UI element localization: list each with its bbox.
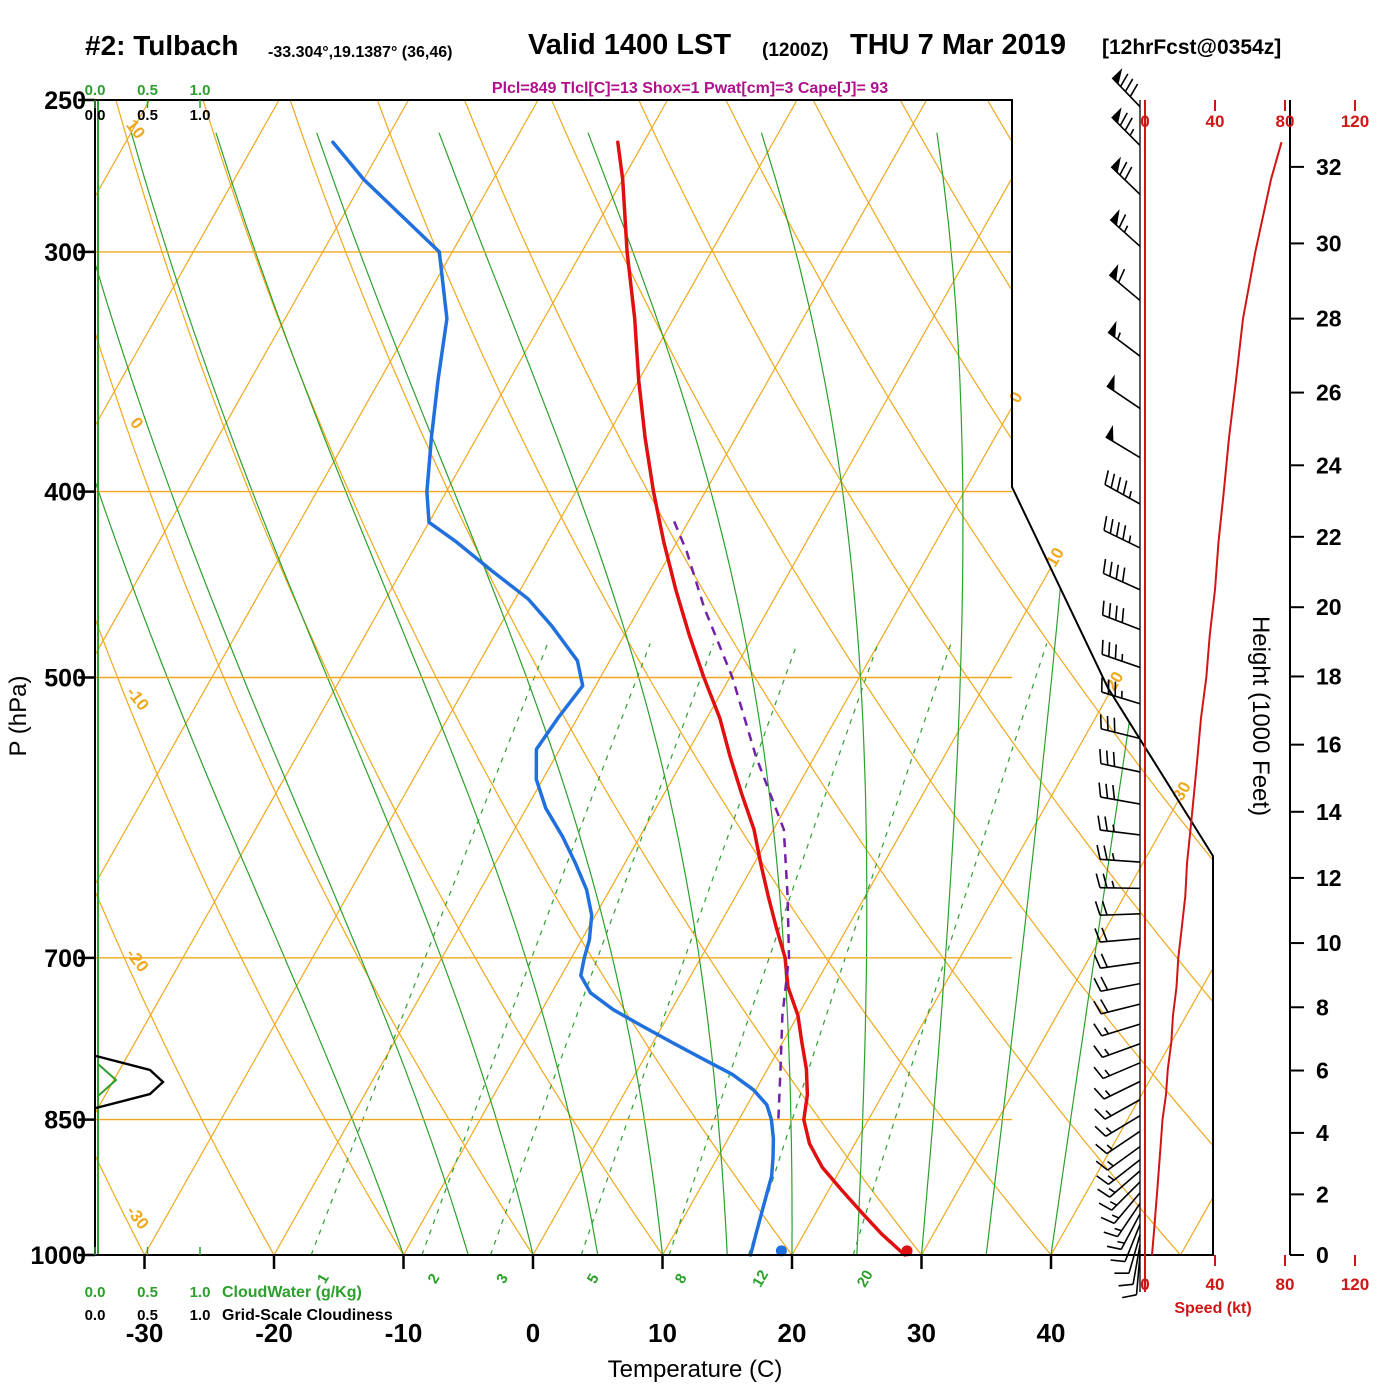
svg-text:400: 400 bbox=[44, 479, 86, 507]
svg-text:0.0: 0.0 bbox=[85, 107, 106, 124]
svg-text:30: 30 bbox=[1316, 230, 1342, 256]
cloud-profiles bbox=[95, 100, 165, 1255]
svg-text:8: 8 bbox=[672, 1271, 691, 1287]
svg-text:-20: -20 bbox=[255, 1318, 293, 1348]
svg-text:18: 18 bbox=[1316, 663, 1342, 689]
svg-text:1000: 1000 bbox=[30, 1242, 86, 1270]
svg-text:0.5: 0.5 bbox=[137, 1284, 158, 1301]
svg-text:0.5: 0.5 bbox=[137, 1307, 158, 1324]
svg-text:5: 5 bbox=[584, 1271, 603, 1287]
skewt-background-grid bbox=[95, 100, 1213, 1255]
svg-text:0.0: 0.0 bbox=[85, 1307, 106, 1324]
station-coords: -33.304°,19.1387° (36,46) bbox=[268, 44, 453, 61]
wind-speed-profile bbox=[1151, 141, 1283, 1256]
svg-text:10: 10 bbox=[648, 1318, 677, 1348]
svg-text:-30: -30 bbox=[122, 1202, 152, 1233]
svg-text:120: 120 bbox=[1341, 1275, 1369, 1294]
svg-text:0: 0 bbox=[1316, 1242, 1329, 1268]
cloudiness-axis-title: Grid-Scale Cloudiness bbox=[222, 1307, 393, 1324]
svg-text:500: 500 bbox=[44, 665, 86, 693]
svg-text:0.0: 0.0 bbox=[85, 1284, 106, 1301]
valid-zulu: (1200Z) bbox=[762, 40, 829, 61]
speed-axis-title: Speed (kt) bbox=[1174, 1300, 1251, 1317]
svg-text:12: 12 bbox=[1316, 865, 1342, 891]
pressure-axis: 250 300 400 500 700 850 1000 bbox=[30, 87, 95, 1270]
svg-text:0.5: 0.5 bbox=[137, 82, 158, 99]
temperature-axis-title: Temperature (C) bbox=[608, 1356, 783, 1383]
sounding-profiles bbox=[331, 140, 913, 1257]
svg-text:0: 0 bbox=[526, 1318, 540, 1348]
svg-text:250: 250 bbox=[44, 87, 86, 115]
svg-text:24: 24 bbox=[1316, 452, 1342, 478]
station-title: #2: Tulbach bbox=[85, 30, 239, 61]
valid-time: Valid 1400 LST bbox=[528, 29, 732, 61]
svg-text:28: 28 bbox=[1316, 306, 1342, 332]
svg-text:2: 2 bbox=[1316, 1181, 1329, 1207]
svg-text:26: 26 bbox=[1316, 380, 1342, 406]
svg-text:20: 20 bbox=[1316, 594, 1342, 620]
svg-text:20: 20 bbox=[778, 1318, 807, 1348]
cloudwater-axis-title: CloudWater (g/Kg) bbox=[222, 1284, 362, 1301]
svg-text:-10: -10 bbox=[123, 683, 153, 714]
svg-text:2: 2 bbox=[425, 1271, 444, 1287]
svg-text:40: 40 bbox=[1206, 1275, 1225, 1294]
svg-text:22: 22 bbox=[1316, 524, 1342, 550]
valid-date: THU 7 Mar 2019 bbox=[850, 29, 1066, 61]
pressure-axis-title: P (hPa) bbox=[5, 676, 32, 757]
cloud-scale-ticks: 0.0 0.0 0.5 0.5 1.0 1.0 0.0 0.0 0.5 0.5 1.0 1.0 bbox=[85, 82, 211, 1324]
svg-text:80: 80 bbox=[1276, 1275, 1295, 1294]
svg-text:0: 0 bbox=[1005, 388, 1026, 406]
svg-text:4: 4 bbox=[1316, 1120, 1329, 1146]
svg-text:40: 40 bbox=[1037, 1318, 1066, 1348]
svg-text:6: 6 bbox=[1316, 1058, 1329, 1084]
svg-text:1.0: 1.0 bbox=[190, 82, 211, 99]
svg-text:120: 120 bbox=[1341, 112, 1369, 131]
wind-barbs bbox=[1093, 68, 1141, 1299]
svg-text:1.0: 1.0 bbox=[190, 1307, 211, 1324]
svg-text:14: 14 bbox=[1316, 799, 1342, 825]
svg-text:10: 10 bbox=[1316, 930, 1342, 956]
svg-text:300: 300 bbox=[44, 239, 86, 267]
temperature-axis: -30 -20 -10 0 10 20 30 40 bbox=[126, 1255, 1066, 1348]
svg-text:0: 0 bbox=[1140, 1275, 1149, 1294]
svg-text:1.0: 1.0 bbox=[190, 1284, 211, 1301]
svg-text:0.5: 0.5 bbox=[137, 107, 158, 124]
svg-text:850: 850 bbox=[44, 1107, 86, 1135]
svg-text:1.0: 1.0 bbox=[190, 107, 211, 124]
svg-text:12: 12 bbox=[749, 1267, 772, 1290]
plot-border bbox=[94, 99, 1214, 1256]
stability-indices: Plcl=849 Tlcl[C]=13 Shox=1 Pwat[cm]=3 Ca… bbox=[491, 80, 889, 97]
forecast-tag: [12hrFcst@0354z] bbox=[1102, 36, 1282, 59]
svg-text:0: 0 bbox=[1140, 112, 1149, 131]
svg-text:-30: -30 bbox=[126, 1318, 164, 1348]
svg-text:-20: -20 bbox=[122, 945, 152, 976]
svg-text:3: 3 bbox=[493, 1271, 512, 1287]
svg-text:80: 80 bbox=[1276, 112, 1295, 131]
height-axis-title: Height (1000 Feet) bbox=[1247, 616, 1274, 816]
svg-text:16: 16 bbox=[1316, 732, 1342, 758]
svg-text:700: 700 bbox=[44, 945, 86, 973]
svg-text:40: 40 bbox=[1206, 112, 1225, 131]
svg-text:0: 0 bbox=[126, 414, 147, 433]
svg-text:8: 8 bbox=[1316, 994, 1329, 1020]
svg-text:20: 20 bbox=[854, 1267, 877, 1290]
svg-text:32: 32 bbox=[1316, 154, 1342, 180]
svg-text:-10: -10 bbox=[385, 1318, 423, 1348]
svg-text:30: 30 bbox=[907, 1318, 936, 1348]
svg-text:0.0: 0.0 bbox=[85, 82, 106, 99]
